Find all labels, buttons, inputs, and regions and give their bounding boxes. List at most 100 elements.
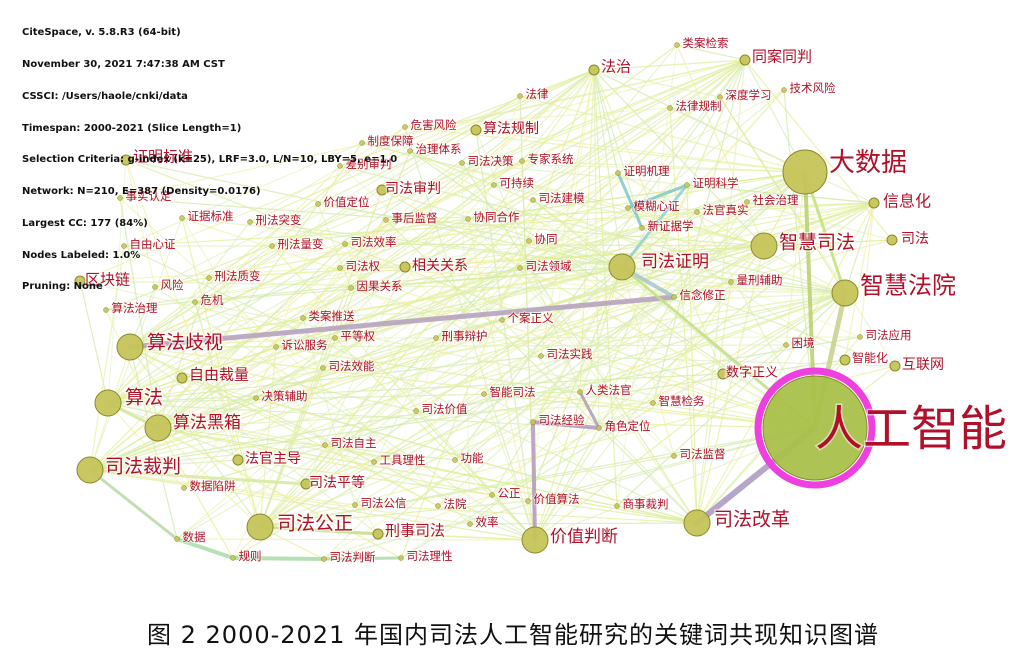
edge-socgov-algdisc [129,201,748,348]
label-commtrial: 商事裁判 [623,497,669,511]
edge-rolepos-smartcourt [598,292,846,429]
edge-judexp-rolepos [531,420,601,430]
node-govsys [407,148,413,154]
label-lawqual: 刑法质变 [215,269,261,283]
edge-judexp-smartjud [483,393,534,423]
node-proofstd [120,154,132,166]
edge-judpower-smartcourt [339,267,846,294]
edge-evistd-ai [181,217,816,429]
node-judprac [538,353,544,359]
node-judmodel [530,197,536,203]
label-toolrat: 工具理性 [380,453,426,467]
edge-datatrap-rulelaw [183,69,595,489]
node-blockchain [74,275,86,287]
label-judgetruth: 法官真实 [703,203,749,217]
label-newevi: 新证据学 [648,219,694,233]
edge-judeff-samecase [344,59,746,245]
node-facttest [117,195,123,201]
edge-efficiency-judadj [89,469,471,525]
label-judmodel: 司法建模 [539,191,585,205]
node-indjust [499,317,505,323]
edge-postsup-judreform [385,219,698,524]
label-bigdata: 大数据 [829,148,907,178]
edge-fairness-judtrial [259,189,383,528]
edge-data-bigdata [176,171,806,540]
edge-ai-algdisc [129,346,816,429]
label-valuejudg: 价值判断 [550,527,618,547]
edge-judjudg-judproof [323,266,623,560]
node-blackbox [144,414,172,442]
edge-smartpros-sentaux [652,281,732,404]
node-risk [152,284,158,290]
label-expert: 专家系统 [528,152,574,166]
edge-lawreg-infoization [669,107,875,204]
node-infoization [868,197,880,209]
edge-data-rules [175,537,235,560]
node-court [435,503,441,509]
label-lawqty: 刑法量变 [278,237,324,251]
label-judeff: 司法效率 [351,235,397,249]
label-diffrev: 差别审判 [346,157,392,171]
edge-rulelaw-valalg [527,69,595,502]
label-smartjustice: 智慧司法 [779,232,855,254]
label-alg: 算法 [125,387,163,409]
edge-diffrev-alg [107,165,341,404]
label-judproof: 司法证明 [641,252,709,272]
label-judexp: 司法经验 [539,413,585,427]
label-algreg: 算法规制 [483,121,539,137]
edge-freemind-system [123,142,363,247]
node-expert [519,158,525,164]
label-judauto: 司法自主 [331,436,377,450]
label-socgov: 社会治理 [753,193,799,207]
label-judapp: 司法应用 [866,328,912,342]
edge-valuejudg-judexp [531,420,537,542]
node-algdisc [116,333,144,361]
label-facttest: 事实认定 [126,189,172,203]
label-infoization: 信息化 [883,192,931,211]
node-justice [489,492,495,498]
label-judreform: 司法改革 [714,509,790,531]
label-humanjudge: 人类法官 [586,383,632,397]
edge-toolrat-valuejudg [373,461,536,541]
edge-data-together [176,240,530,540]
label-judsup: 司法监督 [680,447,726,461]
edge-crisis-ai [194,301,816,429]
edge-dilemma-bigdata [785,171,806,346]
edge-judeffi-samecase [322,59,746,369]
label-relrel: 相关关系 [412,258,468,274]
edge-smartjustice-valuejudg [534,245,765,541]
label-dilemma: 困境 [792,336,815,350]
edge-judicial-blackbox [157,239,893,429]
node-evistd [179,215,185,221]
label-lawreg: 法律规制 [676,99,722,113]
edge-toolrat-algdisc [129,346,375,463]
label-proofstd: 证明标准 [133,147,193,165]
node-judfield [517,265,523,271]
node-casesearch [674,42,680,48]
node-judequal [300,478,312,490]
label-recommend: 类案推送 [309,309,355,323]
edge-valalg-judproof [527,266,623,502]
node-judexp [530,419,536,425]
label-samecase: 同案同判 [752,47,812,65]
edge-smartcourt-judadj [89,292,846,471]
edge-law-judvalue [415,95,521,412]
node-defense [433,335,439,341]
edge-judge-crisis [194,301,239,461]
node-postsup [383,217,389,223]
edge-sustain-smartjustice [493,184,765,247]
label-judicial: 司法 [901,231,929,247]
edge-judjudg-ai [323,427,816,560]
edge-judadj-bigdata [89,171,806,471]
edge-criminalmut-rulelaw [249,69,595,223]
edge-judfield-smartcourt [519,267,846,294]
label-smartpros: 智慧检务 [659,394,705,408]
node-lawreg [667,105,673,111]
label-casesearch: 类案检索 [683,36,729,50]
node-valuejudg [521,526,549,554]
edge-recommend-rulelaw [302,69,595,319]
edge-decision-judreform [461,162,698,524]
edge-indjust-judadj [89,319,503,471]
label-deeplearn: 深度学习 [726,88,772,102]
node-judeffi [320,365,326,371]
